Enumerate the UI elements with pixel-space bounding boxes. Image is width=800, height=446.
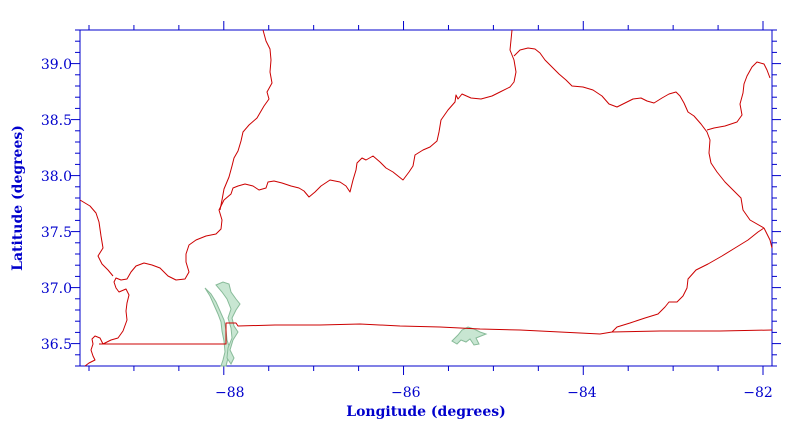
x-tick-label: −86 — [391, 385, 421, 401]
x-tick-label: −82 — [743, 385, 773, 401]
y-tick-label: 37.0 — [41, 281, 72, 297]
y-tick-label: 38.5 — [41, 113, 72, 129]
x-tick-label: −84 — [567, 385, 597, 401]
x-axis: −88 −86 −84 −82 Longitude (degrees) — [215, 385, 773, 420]
kentucky-border — [84, 29, 773, 367]
y-tick-label: 39.0 — [41, 57, 72, 73]
lake-barkley — [215, 281, 241, 365]
x-axis-title: Longitude (degrees) — [346, 404, 506, 420]
axis-ticks — [71, 21, 781, 375]
missouri-border — [79, 199, 114, 277]
y-axis: 36.5 37.0 37.5 38.0 38.5 39.0 Latitude (… — [10, 57, 72, 353]
y-tick-label: 36.5 — [41, 337, 72, 353]
state-borders — [79, 29, 773, 367]
plot-frame — [79, 29, 773, 367]
lake-cumberland — [451, 326, 488, 346]
y-tick-label: 37.5 — [41, 225, 72, 241]
x-tick-label: −88 — [215, 385, 245, 401]
y-axis-title: Latitude (degrees) — [10, 125, 26, 271]
illinois-indiana-border — [219, 29, 273, 211]
y-tick-label: 38.0 — [41, 169, 72, 185]
